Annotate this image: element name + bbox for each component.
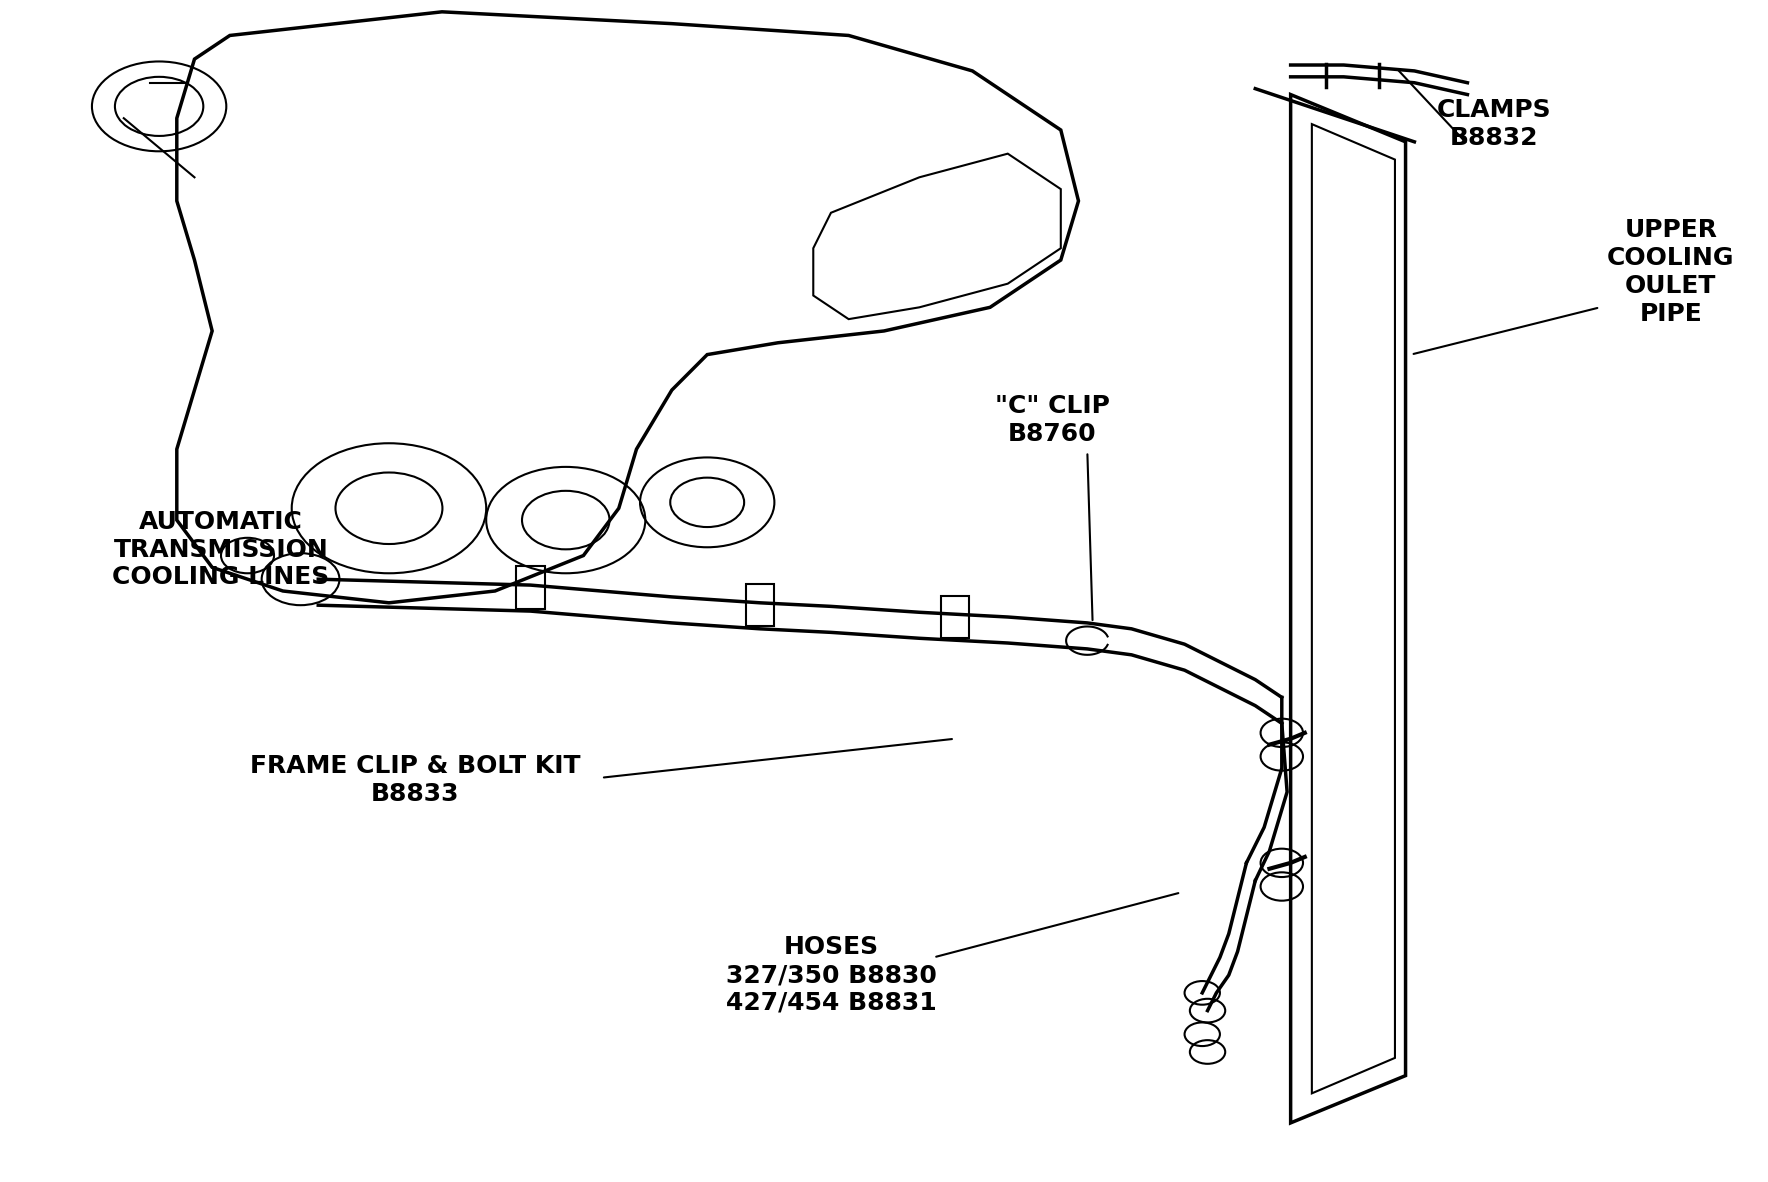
Text: HOSES
327/350 B8830
427/454 B8831: HOSES 327/350 B8830 427/454 B8831: [725, 935, 937, 1015]
Text: CLAMPS
B8832: CLAMPS B8832: [1437, 98, 1551, 150]
Bar: [746, 584, 774, 626]
Bar: [516, 566, 545, 609]
Bar: [941, 596, 969, 638]
Text: UPPER
COOLING
OULET
PIPE: UPPER COOLING OULET PIPE: [1607, 219, 1734, 325]
Text: AUTOMATIC
TRANSMISSION
COOLING LINES: AUTOMATIC TRANSMISSION COOLING LINES: [113, 509, 329, 590]
Text: FRAME CLIP & BOLT KIT
B8833: FRAME CLIP & BOLT KIT B8833: [251, 754, 580, 806]
Text: "C" CLIP
B8760: "C" CLIP B8760: [995, 394, 1109, 446]
